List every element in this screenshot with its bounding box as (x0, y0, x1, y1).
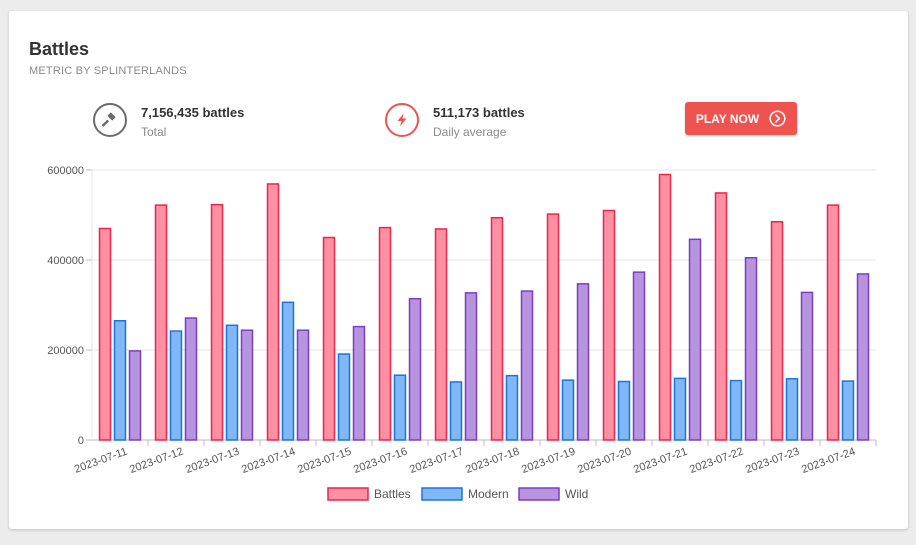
bar-battles (378, 226, 392, 441)
bar-wild (240, 329, 254, 441)
legend-label-battles: Battles (374, 487, 411, 501)
lightning-icon (385, 103, 419, 137)
legend-swatch-wild (518, 487, 560, 501)
x-tick-label: 2023-07-14 (240, 446, 297, 477)
x-tick-label: 2023-07-24 (800, 446, 857, 477)
bar-battles (658, 173, 672, 441)
hammer-icon (93, 103, 127, 137)
y-tick-label: 400000 (47, 255, 84, 267)
play-now-label: PLAY NOW (695, 111, 760, 126)
y-tick-label: 200000 (47, 345, 84, 357)
x-tick-label: 2023-07-11 (73, 446, 129, 476)
bar-modern (561, 379, 575, 441)
legend-label-modern: Modern (468, 487, 509, 501)
bar-battles (266, 183, 280, 441)
bar-wild (576, 283, 590, 441)
stat-daily-label: Daily average (433, 125, 507, 139)
bar-wild (408, 297, 422, 441)
bar-battles (322, 236, 336, 441)
bar-battles (434, 228, 448, 441)
card-subtitle: METRIC BY SPLINTERLANDS (29, 65, 187, 77)
x-tick-label: 2023-07-20 (576, 446, 633, 477)
bar-battles (602, 209, 616, 441)
x-tick-label: 2023-07-19 (520, 446, 577, 477)
x-tick-label: 2023-07-15 (296, 446, 353, 477)
bar-wild (184, 317, 198, 441)
x-tick-label: 2023-07-13 (184, 446, 241, 477)
legend-swatch-modern (421, 487, 463, 501)
bar-battles (770, 221, 784, 441)
x-tick-label: 2023-07-21 (632, 446, 689, 477)
x-tick-label: 2023-07-23 (744, 446, 801, 477)
bar-wild (744, 257, 758, 441)
stat-daily-value: 511,173 battles (433, 105, 525, 120)
x-tick-label: 2023-07-22 (688, 446, 745, 477)
bar-modern (225, 324, 239, 441)
x-tick-label: 2023-07-16 (352, 446, 409, 477)
bar-wild (520, 290, 534, 441)
play-now-button[interactable]: PLAY NOW (685, 102, 797, 135)
bar-wild (800, 291, 814, 441)
bar-modern (281, 301, 295, 441)
bar-modern (393, 374, 407, 441)
bar-battles (714, 192, 728, 441)
bar-modern (617, 380, 631, 441)
bar-battles (546, 213, 560, 441)
bar-battles (98, 227, 112, 441)
stat-total-value: 7,156,435 battles (141, 105, 245, 120)
legend-swatch-battles (327, 487, 369, 501)
bar-modern (449, 381, 463, 441)
x-tick-label: 2023-07-12 (128, 446, 185, 477)
bar-modern (113, 320, 127, 441)
bar-battles (826, 204, 840, 441)
bar-modern (729, 379, 743, 441)
bar-wild (296, 329, 310, 441)
bar-wild (856, 273, 870, 441)
bar-modern (785, 378, 799, 441)
card-title: Battles (29, 39, 90, 59)
y-tick-label: 600000 (47, 165, 84, 177)
bar-modern (673, 377, 687, 441)
bar-wild (688, 238, 702, 441)
bar-battles (210, 203, 224, 441)
stat-total-label: Total (141, 125, 167, 139)
legend-label-wild: Wild (565, 487, 588, 501)
bar-modern (841, 380, 855, 441)
bar-modern (169, 330, 183, 441)
bar-wild (128, 350, 142, 441)
bar-wild (352, 325, 366, 441)
bar-battles (154, 204, 168, 441)
bar-modern (337, 353, 351, 441)
chevron-circle-right-icon (769, 110, 786, 127)
bar-modern (505, 374, 519, 441)
x-tick-label: 2023-07-18 (464, 446, 521, 477)
y-tick-label: 0 (78, 435, 84, 447)
bar-wild (464, 292, 478, 441)
bar-battles (490, 216, 504, 441)
x-tick-label: 2023-07-17 (408, 446, 465, 477)
bar-wild (632, 271, 646, 441)
